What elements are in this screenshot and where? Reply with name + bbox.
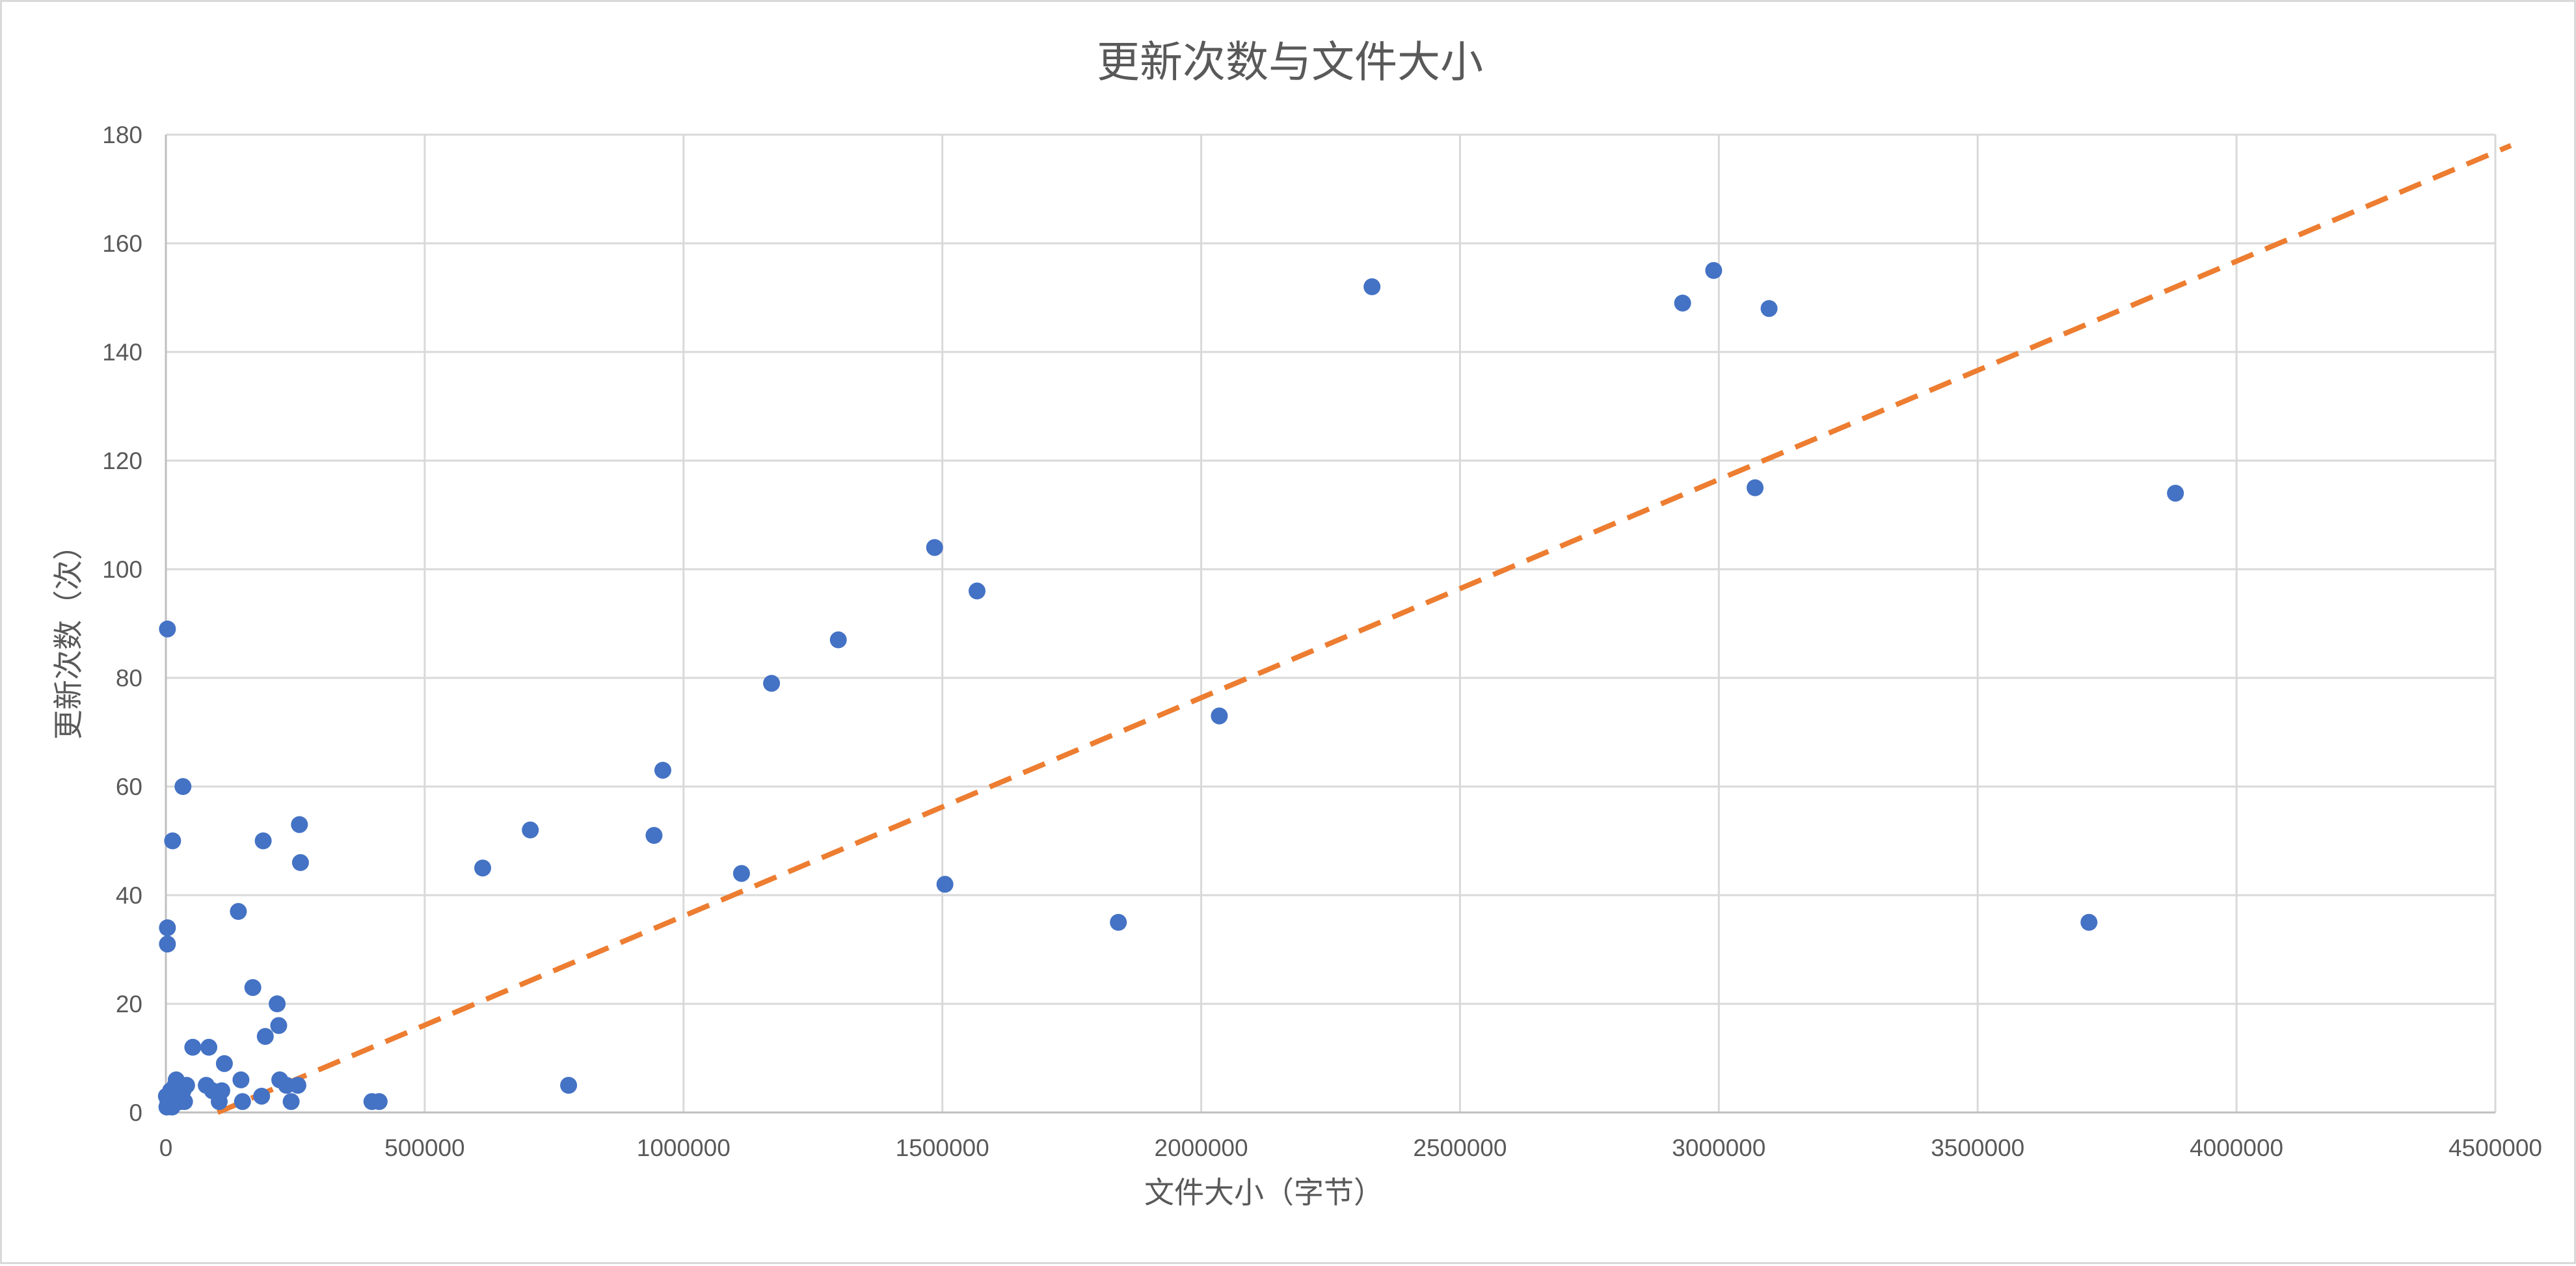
data-point <box>370 1093 388 1111</box>
y-tick-label: 60 <box>116 774 142 800</box>
data-point <box>1110 913 1127 931</box>
data-point <box>254 832 272 850</box>
data-point <box>926 539 943 556</box>
y-tick-label: 0 <box>129 1099 142 1126</box>
x-axis-title: 文件大小（字节） <box>1144 1175 1384 1210</box>
data-point <box>159 620 176 638</box>
x-tick-label: 4500000 <box>2449 1135 2542 1161</box>
data-point <box>1760 300 1778 317</box>
data-point <box>1363 278 1381 295</box>
y-tick-label: 120 <box>102 448 142 474</box>
data-point <box>176 1093 193 1111</box>
data-point <box>732 865 750 882</box>
data-point <box>256 1028 274 1045</box>
x-tick-label: 3500000 <box>1931 1135 2024 1161</box>
data-point <box>232 1071 250 1088</box>
data-point <box>2167 485 2184 502</box>
data-point <box>560 1077 578 1094</box>
y-tick-label: 100 <box>102 556 142 583</box>
x-tick-label: 0 <box>159 1135 173 1161</box>
data-point <box>178 1077 195 1094</box>
data-point <box>184 1038 202 1056</box>
data-point <box>213 1082 230 1099</box>
data-point <box>253 1087 271 1105</box>
data-point <box>936 876 954 893</box>
data-point <box>2080 913 2098 931</box>
data-point <box>200 1038 218 1056</box>
y-tick-label: 140 <box>102 339 142 366</box>
data-point <box>1705 262 1723 279</box>
data-point <box>291 816 308 833</box>
y-tick-label: 80 <box>116 665 142 692</box>
chart-title: 更新次数与文件大小 <box>1097 37 1483 87</box>
y-axis-title: 更新次数（次） <box>51 530 86 740</box>
data-point <box>829 631 847 649</box>
data-point <box>654 761 671 779</box>
data-point <box>174 778 192 795</box>
x-tick-label: 1000000 <box>637 1135 731 1161</box>
x-tick-label: 2500000 <box>1413 1135 1507 1161</box>
data-point <box>159 919 176 937</box>
data-point <box>234 1093 251 1111</box>
x-tick-label: 3000000 <box>1672 1135 1765 1161</box>
data-point <box>270 1017 288 1034</box>
data-point <box>159 936 176 953</box>
data-point <box>289 1077 306 1094</box>
gridlines <box>166 133 2497 1112</box>
data-point <box>269 995 286 1012</box>
data-point <box>522 821 539 839</box>
data-point <box>645 827 663 844</box>
y-tick-label: 40 <box>116 882 142 909</box>
data-point <box>1747 479 1764 496</box>
y-tick-label: 180 <box>102 122 142 148</box>
trendline <box>217 143 2512 1115</box>
data-point <box>474 859 492 877</box>
data-points <box>157 262 2184 1116</box>
data-point <box>291 854 309 871</box>
y-tick-label: 20 <box>116 991 142 1017</box>
data-point <box>282 1093 300 1111</box>
x-tick-label: 4000000 <box>2190 1135 2283 1161</box>
data-point <box>244 978 262 996</box>
data-point <box>1211 707 1228 725</box>
data-point <box>763 675 781 692</box>
x-tick-label: 500000 <box>384 1135 464 1161</box>
x-tick-label: 1500000 <box>896 1135 989 1161</box>
y-tick-label: 160 <box>102 230 142 257</box>
data-point <box>1674 294 1691 312</box>
data-point <box>968 582 986 600</box>
trendline-layer <box>217 143 2512 1115</box>
x-tick-label: 2000000 <box>1155 1135 1248 1161</box>
data-point <box>230 903 247 921</box>
data-point <box>215 1055 233 1072</box>
data-point <box>164 832 181 850</box>
